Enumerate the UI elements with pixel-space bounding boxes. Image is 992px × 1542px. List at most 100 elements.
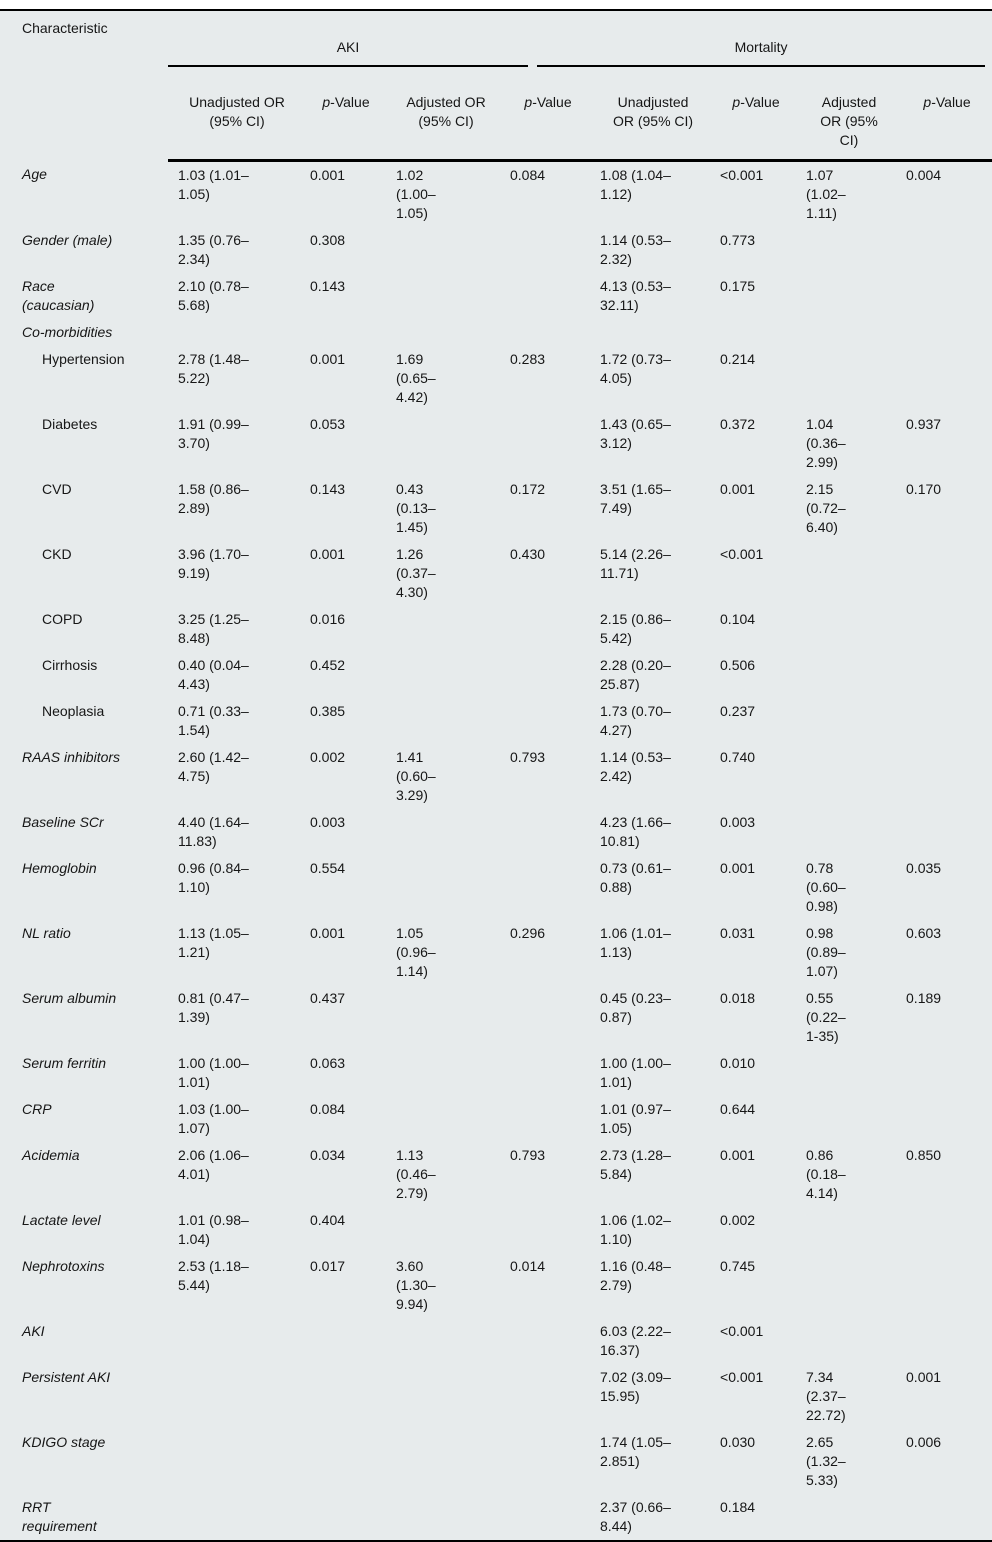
cell-mortality-adjusted-or — [796, 652, 896, 698]
cell-aki-unadjusted-or: 1.03 (1.00– 1.07) — [178, 1101, 249, 1136]
cell-aki-p-value: 0.034 — [310, 1147, 346, 1163]
cell-mortality-unadjusted-or: 1.74 (1.05– 2.851) — [600, 1434, 671, 1469]
cell-aki-adjusted-p-value — [500, 1364, 590, 1429]
cell-aki-adjusted-p-value — [500, 1429, 590, 1494]
cell-mortality-p-value: 0.001 — [720, 481, 756, 497]
cell-mortality-unadjusted-or: 3.51 (1.65– 7.49) — [600, 481, 671, 516]
cell-aki-adjusted-or — [386, 227, 500, 273]
cell-mortality-adjusted-or — [796, 606, 896, 652]
cell-mortality-adjusted-or — [796, 319, 896, 346]
table-row: Persistent AKI 7.02 (3.09– 15.95) <0.001 7.… — [0, 1364, 992, 1429]
cell-mortality-adjusted-or — [796, 1207, 896, 1253]
cell-mortality-adjusted-or: 1.07 (1.02– 1.11) — [806, 167, 846, 221]
row-label: RAAS inhibitors — [22, 749, 121, 765]
cell-mortality-adjusted-p-value — [896, 698, 992, 744]
table-row: CRP 1.03 (1.00– 1.07) 0.084 1.01 (0.97– 1.0… — [0, 1096, 992, 1142]
cell-aki-p-value: 0.308 — [310, 232, 346, 248]
cell-mortality-adjusted-or — [796, 346, 896, 411]
cell-mortality-unadjusted-or: 1.73 (0.70– 4.27) — [600, 703, 671, 738]
row-label: CRP — [22, 1101, 52, 1117]
cell-aki-adjusted-or — [386, 319, 500, 346]
cell-aki-adjusted-p-value: 0.793 — [510, 749, 546, 765]
cell-aki-adjusted-p-value: 0.014 — [510, 1258, 546, 1274]
cell-mortality-unadjusted-or: 2.15 (0.86– 5.42) — [600, 611, 671, 646]
odds-ratio-table: Characteristic AKI Mortality Unadjusted … — [0, 11, 992, 1540]
cell-mortality-adjusted-p-value — [896, 227, 992, 273]
cell-aki-unadjusted-or: 2.06 (1.06– 4.01) — [178, 1147, 249, 1182]
cell-aki-unadjusted-or: 0.81 (0.47– 1.39) — [178, 990, 249, 1025]
cell-mortality-adjusted-p-value — [896, 1096, 992, 1142]
cell-aki-unadjusted-or — [168, 319, 300, 346]
cell-aki-adjusted-p-value: 0.283 — [510, 351, 546, 367]
cell-aki-unadjusted-or: 4.40 (1.64– 11.83) — [178, 814, 249, 849]
subheader-mortality-adjusted-or: Adjusted OR (95% CI) — [796, 86, 897, 162]
cell-mortality-p-value: 0.773 — [720, 232, 756, 248]
cell-mortality-p-value: 0.003 — [720, 814, 756, 830]
cell-aki-adjusted-p-value — [500, 652, 590, 698]
cell-aki-unadjusted-or: 2.10 (0.78– 5.68) — [178, 278, 249, 313]
cell-aki-adjusted-or: 1.26 (0.37– 4.30) — [396, 546, 436, 600]
cell-mortality-unadjusted-or: 0.45 (0.23– 0.87) — [600, 990, 671, 1025]
group-header-aki-label: AKI — [168, 38, 529, 67]
sub-header-row: Unadjusted OR (95% CI) p-Value Adjusted … — [0, 86, 992, 162]
cell-mortality-adjusted-p-value — [896, 1494, 992, 1540]
cell-aki-p-value — [300, 1364, 386, 1429]
cell-mortality-unadjusted-or: 1.08 (1.04– 1.12) — [600, 167, 671, 202]
cell-aki-unadjusted-or: 1.35 (0.76– 2.34) — [178, 232, 249, 267]
cell-mortality-adjusted-p-value: 0.006 — [906, 1434, 942, 1450]
cell-mortality-adjusted-or — [796, 273, 896, 319]
cell-mortality-adjusted-p-value — [896, 346, 992, 411]
cell-aki-adjusted-or: 1.41 (0.60– 3.29) — [396, 749, 436, 803]
cell-aki-adjusted-or — [386, 1429, 500, 1494]
table-row: Hemoglobin 0.96 (0.84– 1.10) 0.554 0.73 (0.… — [0, 855, 992, 920]
cell-mortality-adjusted-or: 0.98 (0.89– 1.07) — [806, 925, 846, 979]
cell-mortality-p-value: 0.001 — [720, 1147, 756, 1163]
subheader-mortality-adjusted-p-value: p-Value — [896, 86, 992, 162]
cell-aki-p-value: 0.554 — [310, 860, 346, 876]
cell-mortality-p-value: <0.001 — [720, 1369, 764, 1385]
cell-mortality-adjusted-or — [796, 1494, 896, 1540]
cell-mortality-p-value: 0.175 — [720, 278, 756, 294]
cell-mortality-adjusted-p-value: 0.170 — [906, 481, 942, 497]
cell-mortality-p-value: 0.184 — [720, 1499, 756, 1515]
cell-mortality-p-value — [710, 319, 796, 346]
table-row: Co-morbidities — [0, 319, 992, 346]
cell-mortality-adjusted-p-value — [896, 1207, 992, 1253]
cell-aki-adjusted-p-value: 0.430 — [510, 546, 546, 562]
table-row: Age 1.03 (1.01– 1.05) 0.001 1.02 (1.00– 1.0… — [0, 161, 992, 228]
table-row: NL ratio 1.13 (1.05– 1.21) 0.001 1.05 (0.96… — [0, 920, 992, 985]
cell-mortality-p-value: <0.001 — [720, 1323, 764, 1339]
cell-mortality-adjusted-p-value — [896, 809, 992, 855]
cell-aki-adjusted-or: 1.69 (0.65– 4.42) — [396, 351, 436, 405]
cell-aki-adjusted-or — [386, 1318, 500, 1364]
page: Characteristic AKI Mortality Unadjusted … — [0, 9, 992, 1542]
cell-mortality-adjusted-p-value: 0.603 — [906, 925, 942, 941]
cell-mortality-adjusted-or — [796, 227, 896, 273]
cell-aki-unadjusted-or — [168, 1318, 300, 1364]
row-label: CKD — [42, 546, 72, 562]
cell-aki-adjusted-p-value — [500, 1207, 590, 1253]
subheader-aki-adjusted-p-value: p-Value — [500, 86, 591, 162]
cell-mortality-adjusted-or: 0.55 (0.22– 1-35) — [806, 990, 846, 1044]
cell-aki-unadjusted-or: 0.71 (0.33– 1.54) — [178, 703, 249, 738]
row-label: Serum albumin — [22, 990, 117, 1006]
table-row: Gender (male) 1.35 (0.76– 2.34) 0.308 1.14 … — [0, 227, 992, 273]
cell-mortality-adjusted-or: 2.15 (0.72– 6.40) — [806, 481, 846, 535]
cell-mortality-adjusted-or: 0.86 (0.18– 4.14) — [806, 1147, 846, 1201]
cell-aki-adjusted-or — [386, 606, 500, 652]
cell-aki-p-value: 0.001 — [310, 546, 346, 562]
cell-mortality-unadjusted-or: 1.43 (0.65– 3.12) — [600, 416, 671, 451]
cell-mortality-p-value: 0.372 — [720, 416, 756, 432]
cell-aki-adjusted-or: 0.43 (0.13– 1.45) — [396, 481, 436, 535]
cell-aki-adjusted-p-value — [500, 273, 590, 319]
cell-mortality-adjusted-or: 2.65 (1.32– 5.33) — [806, 1434, 846, 1488]
table-row: Race (caucasian) 2.10 (0.78– 5.68) 0.143 4.… — [0, 273, 992, 319]
cell-mortality-p-value: <0.001 — [720, 546, 764, 562]
row-label: Serum ferritin — [22, 1055, 107, 1071]
cell-mortality-unadjusted-or: 7.02 (3.09– 15.95) — [600, 1369, 671, 1404]
cell-aki-adjusted-or — [386, 1207, 500, 1253]
cell-mortality-p-value: 0.002 — [720, 1212, 756, 1228]
cell-aki-adjusted-or — [386, 1096, 500, 1142]
cell-aki-unadjusted-or: 1.58 (0.86– 2.89) — [178, 481, 249, 516]
cell-aki-adjusted-p-value — [500, 1494, 590, 1540]
